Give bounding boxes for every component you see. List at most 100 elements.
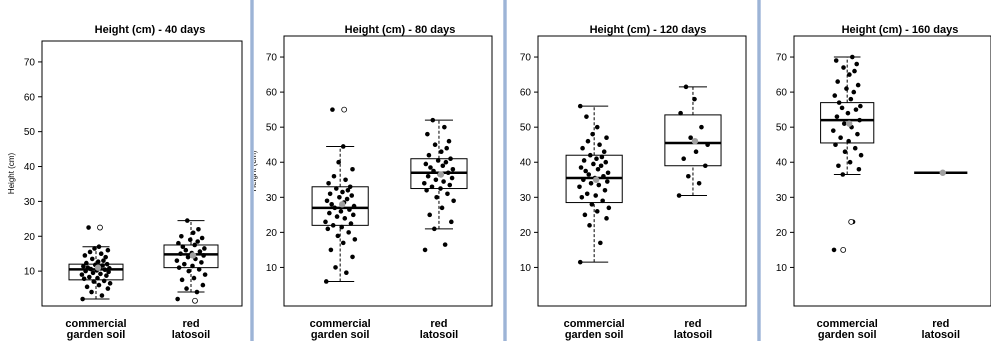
y-tick-label: 50 [266, 123, 278, 134]
plot-frame [537, 35, 747, 307]
y-tick-label: 50 [520, 123, 532, 134]
x-category-label: latosoil [922, 329, 961, 341]
data-point [834, 114, 840, 119]
data-point [326, 180, 331, 186]
data-point [858, 103, 863, 109]
panel-separator [503, 0, 507, 341]
data-point [838, 135, 843, 140]
data-point [350, 212, 356, 218]
x-category-label: garden soil [565, 329, 624, 341]
data-point [451, 198, 456, 204]
data-point [842, 149, 848, 155]
data-point [327, 210, 332, 216]
data-point [194, 289, 200, 295]
data-point [591, 161, 596, 167]
data-point [832, 93, 838, 98]
data-point [330, 223, 336, 228]
data-point [444, 145, 449, 151]
data-point [327, 191, 333, 197]
data-point [89, 256, 95, 262]
x-category-label: commercial [817, 318, 878, 330]
data-point [96, 282, 102, 288]
data-point [183, 247, 189, 253]
data-point [105, 247, 111, 253]
data-point [445, 191, 450, 197]
data-point [577, 259, 583, 265]
data-point [422, 247, 428, 253]
data-point [85, 265, 91, 270]
data-point [329, 202, 334, 207]
data-point [421, 180, 427, 186]
x-category-label: commercial [65, 318, 126, 330]
data-point [424, 187, 429, 193]
mean-point [189, 252, 197, 259]
data-point [185, 254, 191, 260]
y-tick-label: 50 [776, 123, 788, 134]
data-point [688, 135, 693, 140]
data-point [345, 187, 351, 193]
y-tick-label: 40 [266, 158, 278, 169]
data-point [349, 193, 355, 198]
y-tick-label: 10 [776, 263, 788, 274]
x-category-label: garden soil [818, 329, 877, 341]
data-point [448, 156, 453, 162]
data-point [582, 212, 588, 218]
data-point [855, 131, 860, 137]
data-point [598, 240, 603, 246]
data-point [604, 216, 609, 221]
data-point [184, 218, 190, 223]
data-point [703, 163, 708, 169]
data-point [598, 163, 604, 169]
data-point [335, 233, 341, 239]
data-point [87, 274, 92, 280]
mean-point [691, 137, 699, 145]
data-point [442, 242, 448, 247]
data-point [833, 142, 838, 148]
data-point [438, 186, 443, 191]
data-point [196, 226, 201, 232]
data-point [430, 117, 436, 123]
data-point [850, 54, 855, 60]
data-point [101, 278, 107, 284]
data-point [352, 237, 358, 242]
y-tick-label: 70 [520, 53, 532, 64]
data-point [577, 184, 582, 190]
panel-separator [757, 0, 761, 341]
data-point [98, 271, 103, 277]
data-point [96, 244, 102, 250]
data-point [858, 152, 864, 158]
data-point [340, 240, 346, 246]
y-axis-label: Height (cm) [7, 152, 16, 194]
data-point [350, 166, 355, 172]
data-point [597, 142, 602, 148]
chart-panel: Height (cm) - 160 days 10 20 30 40 50 60 70 comm… [776, 24, 991, 341]
data-point [101, 258, 106, 263]
data-point [179, 233, 184, 239]
x-category-label: latosoil [420, 329, 459, 341]
data-point [851, 89, 857, 95]
data-point [587, 223, 592, 228]
data-point [80, 296, 85, 302]
data-point [331, 173, 337, 179]
data-point [440, 163, 446, 169]
x-category-label: latosoil [172, 329, 211, 341]
data-point [446, 138, 452, 144]
x-category-label: commercial [564, 318, 625, 330]
data-point [693, 149, 699, 155]
data-point [442, 124, 447, 130]
data-point [99, 293, 105, 298]
data-point [841, 65, 846, 70]
data-point [439, 205, 445, 211]
data-point [594, 156, 599, 162]
data-point [584, 114, 589, 119]
chart-title: Height (cm) - 120 days [590, 24, 707, 36]
data-point [584, 191, 590, 197]
y-tick-label: 70 [266, 53, 278, 64]
data-point [581, 158, 587, 163]
data-point [178, 251, 183, 256]
data-point [602, 187, 608, 193]
mean-point [437, 171, 445, 178]
y-tick-label: 20 [520, 228, 532, 239]
data-point [79, 272, 85, 277]
